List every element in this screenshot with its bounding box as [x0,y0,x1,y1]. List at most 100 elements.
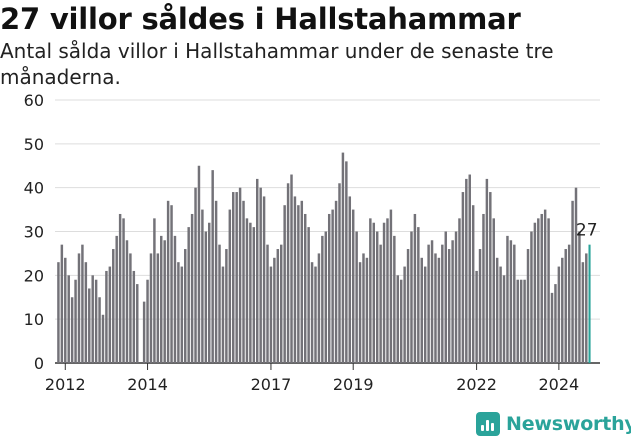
bar [423,266,427,363]
bar [98,297,101,363]
bar [214,200,218,363]
bar [88,288,91,363]
bar [153,218,156,363]
bar [269,266,273,363]
bar [341,152,345,363]
bar [331,209,334,363]
y-tick-label: 0 [34,354,44,373]
bar [564,249,567,363]
bar [567,244,571,363]
bar [537,218,540,363]
bar [465,178,468,363]
bar [242,200,245,363]
bar [297,205,300,363]
bar [190,213,194,363]
bar [574,187,578,363]
bar [60,244,64,363]
bar [166,200,170,363]
gridlines [55,99,600,364]
bar [184,249,187,363]
bar [156,253,160,363]
bar [283,205,286,363]
y-tick-label: 20 [24,266,44,285]
bar [173,235,177,363]
bar [454,231,458,363]
bar [286,183,290,363]
bar [427,244,430,363]
bar [314,266,317,363]
bar [279,244,283,363]
bar [430,240,434,363]
bar [170,205,173,363]
x-axis-ticks: 2012 2014 2017 2019 2022 2024 [45,363,579,394]
bar [64,257,67,363]
bar [399,279,403,363]
bar [324,231,328,363]
bar [557,266,561,363]
bar [273,257,276,363]
bar [485,178,489,363]
bar [201,209,204,363]
annotations: 27 [576,221,598,241]
bar [396,275,399,363]
bar [458,218,461,363]
x-tick-label: 2019 [333,375,374,394]
bar [307,227,310,363]
bar [84,262,88,363]
bar [413,213,417,363]
bar [451,240,454,363]
bar [321,235,324,363]
bar [393,235,396,363]
bar [475,270,478,363]
bar [105,270,108,363]
bar [142,301,146,363]
bar [70,297,74,363]
bar [91,275,94,363]
y-tick-label: 10 [24,310,44,329]
bar [441,244,444,363]
bar [194,187,197,363]
bar [519,279,523,363]
bar [489,192,492,363]
bar [495,257,499,363]
bar [300,200,304,363]
bar [221,266,225,363]
bar [115,235,118,363]
bar [437,257,441,363]
bar [444,231,447,363]
bar [540,213,543,363]
bar [187,227,190,363]
bar [420,257,423,363]
bar [379,244,382,363]
bar [526,249,530,363]
bar [67,275,70,363]
bar [417,227,420,363]
bar [125,240,129,363]
y-axis-ticks: 0 10 20 30 40 50 60 [24,91,44,373]
bar [372,222,376,363]
bar [348,196,352,363]
y-tick-label: 60 [24,91,44,110]
bar [129,253,132,363]
bar [382,222,386,363]
bar-chart-icon [476,412,500,436]
bar [547,218,550,363]
bar [208,222,211,363]
bar [276,249,280,363]
bar [57,262,60,363]
bar [293,196,297,363]
bar [163,240,166,363]
bar [204,231,208,363]
bar [578,231,581,363]
x-tick-label: 2014 [127,375,168,394]
x-tick-label: 2012 [45,375,86,394]
bar [160,235,163,363]
bar [146,279,149,363]
bar [375,231,379,363]
bar [197,165,201,363]
bar [256,178,259,363]
bar [118,213,122,363]
bar [471,205,475,363]
bar [81,244,84,363]
